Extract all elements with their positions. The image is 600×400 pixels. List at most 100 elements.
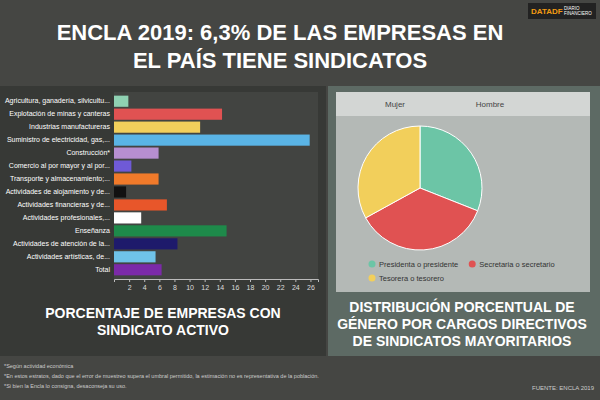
logo-box	[528, 3, 596, 19]
bar	[114, 173, 159, 184]
footnote: *En estos estratos, dado que el error de…	[4, 373, 319, 379]
legend-label: Secretaria o secretario	[479, 260, 554, 269]
background	[0, 0, 600, 400]
x-tick: 2	[128, 279, 132, 291]
x-tick-label: 2	[128, 284, 132, 291]
x-tick-mark	[205, 279, 206, 282]
x-tick-mark	[129, 279, 130, 282]
x-tick: 12	[201, 279, 209, 291]
category-tick: Actividades de alojamiento y de...	[6, 188, 110, 196]
x-tick-label: 14	[216, 284, 224, 291]
x-tick-mark	[310, 279, 311, 282]
category-tick: Actividades financieras y de...	[17, 201, 110, 209]
x-tick-label: 20	[262, 284, 270, 291]
x-tick-mark	[295, 279, 296, 282]
x-tick-label: 10	[186, 284, 194, 291]
bar	[114, 160, 131, 171]
plot-area	[114, 92, 318, 279]
text-line: PORCENTAJE DE EMPRESAS CON	[45, 305, 280, 321]
tab[interactable]: Mujer	[385, 100, 405, 109]
chart-subtitle: DISTRIBUCIÓN PORCENTUAL DEGÉNERO POR CAR…	[337, 298, 587, 349]
bar	[114, 148, 159, 159]
legend-label: Presidenta o presidente	[379, 260, 458, 269]
slice	[358, 126, 420, 218]
x-tick-label: 24	[292, 284, 300, 291]
x-tick-mark	[144, 279, 145, 282]
category-label: Actividades artísticas, de...	[27, 253, 110, 260]
slices	[358, 126, 482, 250]
bar	[114, 122, 200, 133]
x-tick: 14	[216, 279, 224, 291]
x-tick-mark	[265, 279, 266, 282]
bar	[114, 135, 310, 146]
category-tick: Total	[95, 266, 110, 273]
legend-swatch	[369, 275, 376, 282]
category-tick: Comercio al por mayor y al por...	[9, 162, 110, 170]
category-tick: Actividades de atención de la...	[13, 240, 110, 247]
source: FUENTE: ENCLA 2019	[532, 385, 595, 391]
text-line: SINDICATO ACTIVO	[97, 322, 229, 338]
category-label: Actividades profesionales,...	[23, 214, 110, 222]
x-tick-label: 18	[247, 284, 255, 291]
x-tick-label: 22	[277, 284, 285, 291]
category-label: Comercio al por mayor y al por...	[9, 162, 110, 170]
x-tick-label: 4	[143, 284, 147, 291]
infographic: ENCLA 2019: 6,3% DE LAS EMPRESAS EN EL PA…	[0, 0, 600, 400]
x-tick: 18	[247, 279, 255, 291]
text-line: FINANCIERO	[564, 11, 592, 16]
legend-swatch	[469, 261, 476, 268]
x-tick: 6	[158, 279, 162, 291]
text-line: EL PAÍS TIENE SINDICATOS	[133, 48, 427, 73]
x-tick: 24	[292, 279, 300, 291]
bar	[114, 96, 128, 107]
legend-item: Tesorera o tesorero	[369, 274, 445, 283]
bars	[114, 96, 310, 276]
category-tick: Construcción*	[66, 149, 110, 156]
legend-item: Secretaria o secretario	[469, 260, 555, 269]
bar	[114, 212, 141, 223]
category-label: Actividades financieras y de...	[17, 201, 110, 209]
bar	[114, 264, 162, 275]
x-axis: 2468101214161820222426	[115, 279, 319, 291]
bar	[114, 251, 156, 262]
x-tick: 8	[173, 279, 177, 291]
pie-card	[336, 92, 590, 292]
category-label: Enseñanza	[75, 227, 110, 234]
x-tick-mark	[190, 279, 191, 282]
category-label: Suministro de electricidad, gas,...	[7, 136, 110, 144]
x-tick: 22	[277, 279, 285, 291]
footnote: *Si bien la Encla lo consigna, desaconse…	[4, 383, 127, 389]
text-line: DE SINDICATOS MAYORITARIOS	[353, 333, 572, 349]
category-label: Industrias manufactureras	[29, 123, 110, 130]
category-tick: Transporte y almacenamiento;...	[10, 175, 110, 183]
text-line: ENCLA 2019: 6,3% DE LAS EMPRESAS EN	[57, 20, 504, 45]
category-tick: Actividades profesionales,...	[23, 214, 110, 222]
legend: Presidenta o presidente Secretaria o secr…	[369, 260, 555, 283]
category-tick: Industrias manufactureras	[29, 123, 110, 130]
x-tick-label: 26	[307, 284, 315, 291]
tab[interactable]: Hombre	[476, 100, 505, 109]
bar	[114, 238, 177, 249]
x-tick-mark	[159, 279, 160, 282]
text-line: DISTRIBUCIÓN PORCENTUAL DE	[349, 298, 574, 315]
x-tick: 16	[231, 279, 239, 291]
x-tick: 4	[143, 279, 147, 291]
category-axis: Agricultura, ganadería, silvicultu...Exp…	[5, 97, 111, 273]
pie-chart: Mujer Hombre Presidenta o presidente Secret…	[336, 92, 590, 292]
x-tick-label: 16	[231, 284, 239, 291]
bar	[114, 109, 222, 120]
category-tick: Enseñanza	[75, 227, 110, 234]
category-label: Actividades de atención de la...	[13, 240, 110, 247]
x-tick-mark	[220, 279, 221, 282]
x-tick-label: 8	[173, 284, 177, 291]
logo: DATADF	[531, 7, 563, 16]
bar	[114, 225, 227, 236]
category-tick: Actividades artísticas, de...	[27, 253, 110, 260]
category-tick: Explotación de minas y canteras	[9, 110, 110, 118]
title: ENCLA 2019: 6,3% DE LAS EMPRESAS EN EL PA…	[57, 20, 504, 73]
legend-item: Presidenta o presidente	[369, 260, 459, 269]
category-tick: Suministro de electricidad, gas,...	[7, 136, 110, 144]
category-label: Explotación de minas y canteras	[9, 110, 110, 118]
x-tick-mark	[235, 279, 236, 282]
category-label: Actividades de alojamiento y de...	[6, 188, 110, 196]
